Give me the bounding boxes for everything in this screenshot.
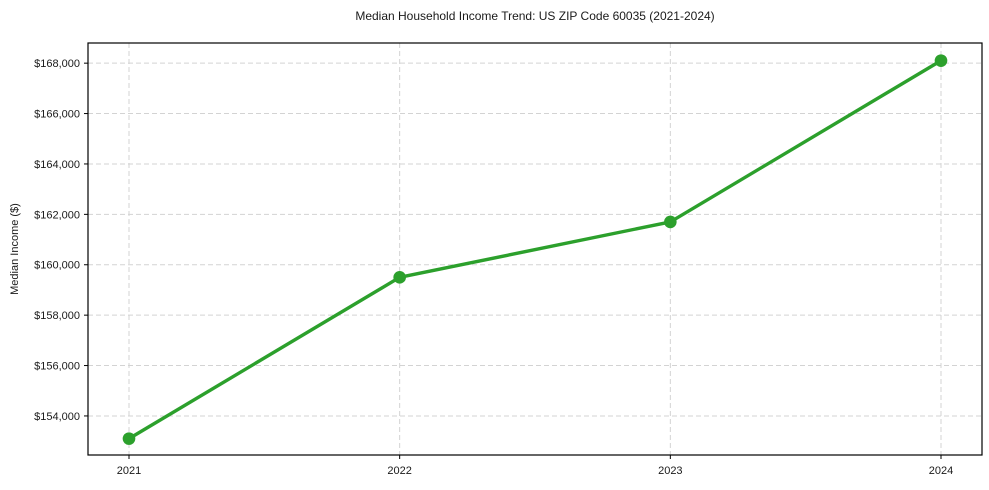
data-point [934, 54, 948, 67]
trend-line [127, 58, 943, 441]
data-point [664, 215, 677, 229]
x-tick-label: 2021 [117, 465, 141, 477]
plot-border [87, 42, 983, 456]
grid-layer [88, 43, 982, 455]
y-tick-label: $162,000 [34, 209, 80, 221]
data-point [393, 271, 406, 284]
y-tick-label: $156,000 [34, 361, 80, 373]
x-tick-label: 2024 [929, 465, 953, 477]
y-axis-label: Median Income ($) [9, 203, 21, 295]
y-tick-label: $154,000 [34, 411, 80, 423]
y-tick-label: $164,000 [34, 159, 80, 171]
x-tick-label: 2022 [387, 465, 411, 477]
data-point [122, 432, 136, 445]
series-layer [122, 54, 948, 445]
y-tick-label: $166,000 [34, 109, 80, 121]
y-tick-label: $168,000 [34, 58, 80, 70]
chart-title: Median Household Income Trend: US ZIP Co… [355, 9, 714, 23]
y-tick-label: $160,000 [34, 260, 80, 272]
x-tick-label: 2023 [658, 465, 682, 477]
y-tick-label: $158,000 [34, 310, 80, 322]
axis-layer: $154,000 $156,000 $158,000 $160,000 $162,000… [34, 42, 983, 477]
